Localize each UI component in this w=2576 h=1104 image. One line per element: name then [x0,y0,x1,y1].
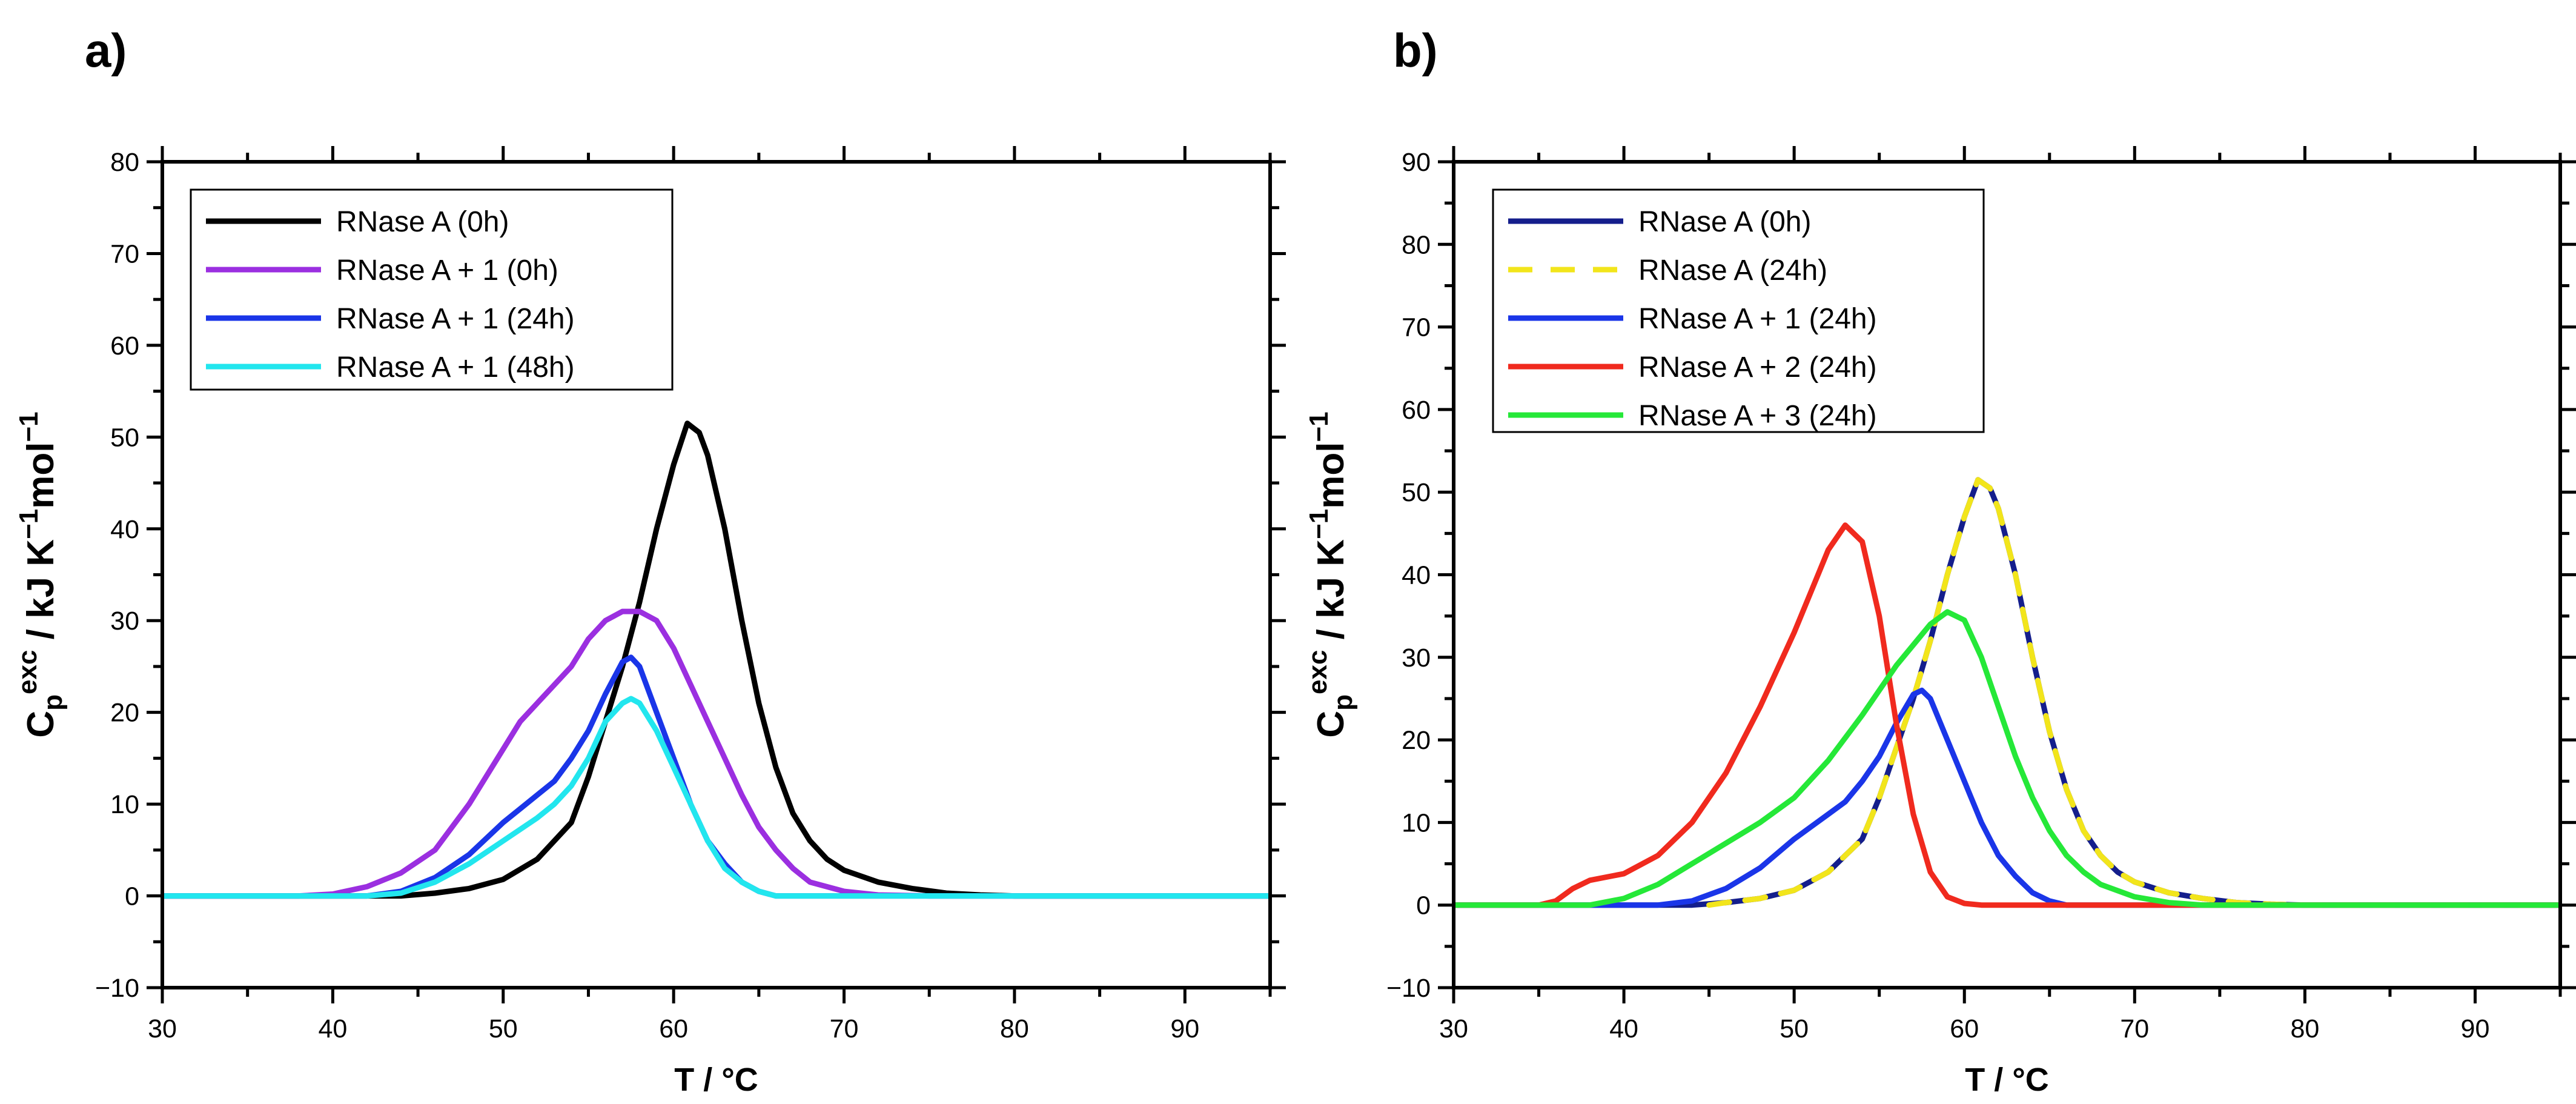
x-axis-label-b: T / °C [1965,1062,2049,1098]
legend-a: RNase A (0h) RNase A + 1 (0h) RNase A + 1 … [190,188,674,391]
panel-b-label: b) [1393,24,1438,77]
y-tick-label-b: 50 [1402,478,1431,507]
legend-label-a-2: RNase A + 1 (0h) [336,254,558,287]
y-tick-label-a: 70 [110,239,139,268]
x-tick-label-b: 90 [2461,1014,2490,1043]
x-tick-label-b: 60 [1950,1014,1979,1043]
legend-label-b-2: RNase A (24h) [1638,254,1827,287]
x-tick-label-a: 80 [1000,1014,1029,1043]
x-tick-label-a: 70 [830,1014,859,1043]
y-tick-label-a: −10 [95,974,139,1003]
y-tick-label-b: 20 [1402,726,1431,755]
y-tick-label-b: 80 [1402,230,1431,259]
legend-b: RNase A (0h) RNase A (24h) RNase A + 1 (24… [1492,188,1985,433]
y-tick-label-b: 70 [1402,313,1431,342]
y-tick-label-a: 10 [110,790,139,819]
y-tick-label-a: 0 [125,882,139,911]
x-tick-label-b: 70 [2120,1014,2149,1043]
x-tick-label-a: 60 [659,1014,688,1043]
x-tick-label-b: 30 [1439,1014,1468,1043]
series-line-a-4 [162,696,1270,899]
legend-box-b [1492,188,1985,433]
x-tick-label-a: 40 [318,1014,347,1043]
x-tick-label-b: 40 [1609,1014,1638,1043]
y-tick-label-b: 0 [1416,891,1431,920]
panel-a: a) 30 40 50 60 70 80 90 −10 0 10 20 30 40 50 60 70 80 T /… [13,24,1286,1098]
y-tick-label-a: 80 [110,148,139,177]
legend-label-a-4: RNase A + 1 (48h) [336,351,575,384]
y-tick-label-b: 60 [1402,396,1431,425]
series-line-b-3 [1454,687,2560,908]
x-tick-label-b: 50 [1780,1014,1809,1043]
legend-label-b-1: RNase A (0h) [1638,206,1811,238]
y-tick-label-b: 10 [1402,808,1431,837]
x-tick-label-a: 90 [1170,1014,1199,1043]
legend-label-b-4: RNase A + 2 (24h) [1638,351,1877,384]
legend-label-b-3: RNase A + 1 (24h) [1638,303,1877,335]
y-axis-label-b: Cpexc / kJ K−1mol−1 [1303,411,1358,737]
panel-b: b) 30 40 50 60 70 80 90 −10 0 10 20 30 40 50 60 70 80 90 T… [1303,24,2576,1098]
y-tick-label-b: 30 [1402,643,1431,673]
plot-area-a [162,421,1270,899]
series-line-b-4 [1454,522,2560,908]
series-line-b-2 [1706,477,2560,908]
y-tick-label-a: 50 [110,423,139,452]
x-tick-label-b: 80 [2290,1014,2319,1043]
panel-a-label: a) [85,24,127,77]
y-tick-label-a: 20 [110,699,139,728]
series-line-a-1 [162,421,1270,899]
legend-label-a-1: RNase A (0h) [336,206,509,238]
y-axis-label-a: Cpexc / kJ K−1mol−1 [13,411,68,737]
x-tick-label-a: 30 [148,1014,177,1043]
legend-label-a-3: RNase A + 1 (24h) [336,303,575,335]
y-tick-label-a: 60 [110,331,139,361]
y-tick-label-b: −10 [1386,974,1431,1003]
x-axis-label-a: T / °C [674,1062,758,1098]
y-tick-label-a: 40 [110,515,139,544]
series-line-a-2 [162,608,1270,899]
x-tick-label-a: 50 [489,1014,518,1043]
series-line-b-5 [1454,609,2560,908]
y-tick-label-b: 40 [1402,561,1431,590]
plot-area-b [1454,477,2560,908]
legend-label-b-5: RNase A + 3 (24h) [1638,400,1877,432]
y-tick-label-a: 30 [110,607,139,636]
series-line-a-3 [162,654,1270,899]
y-tick-label-b: 90 [1402,148,1431,177]
